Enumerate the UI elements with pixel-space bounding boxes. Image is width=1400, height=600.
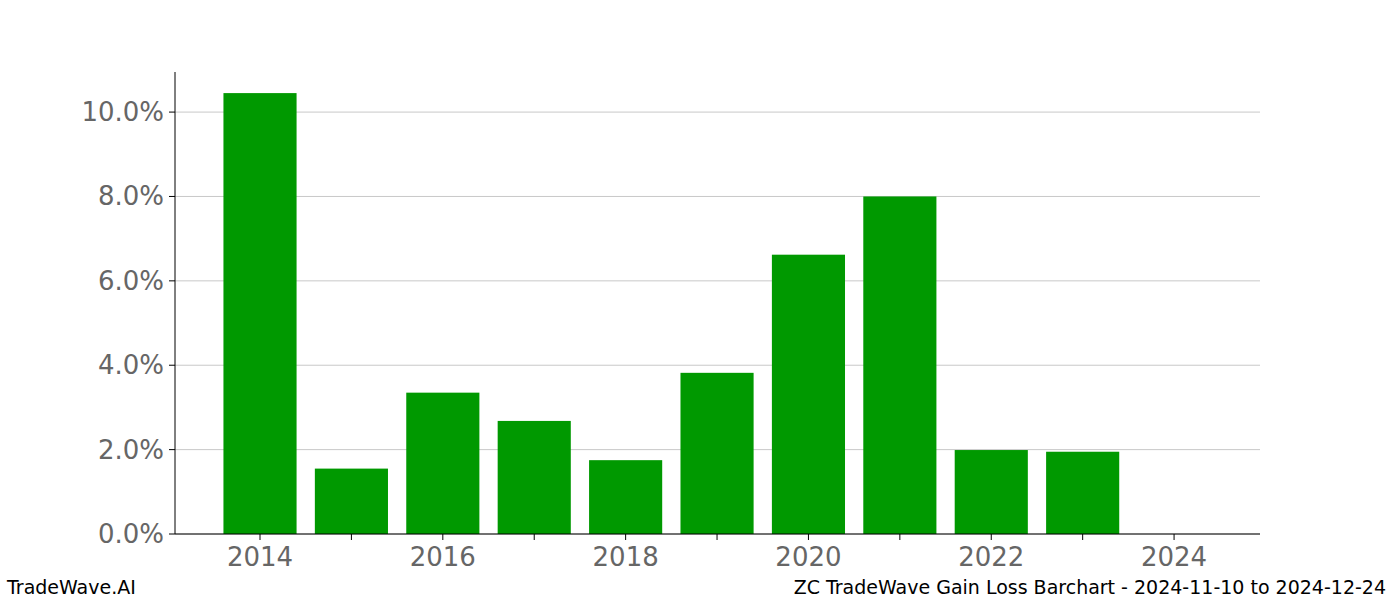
grid — [175, 112, 1260, 534]
x-tick — [899, 534, 900, 540]
y-tick — [169, 534, 175, 535]
grid-line — [175, 196, 1260, 197]
y-axis — [175, 72, 176, 534]
x-tick — [625, 534, 626, 540]
bar — [406, 393, 479, 534]
x-tick-label: 2022 — [958, 542, 1024, 572]
y-tick — [169, 196, 175, 197]
y-tick-label: 8.0% — [98, 181, 164, 211]
chart: 0.0% 2.0% 4.0% 6.0% 8.0% 10.0% 2014 2016 2018 202… — [0, 0, 1400, 600]
y-tick-label: 0.0% — [98, 519, 164, 549]
bar — [498, 421, 571, 534]
grid-line — [175, 534, 1260, 535]
bar — [680, 373, 753, 534]
x-tick — [534, 534, 535, 540]
y-tick-label: 2.0% — [98, 435, 164, 465]
x-tick — [991, 534, 992, 540]
bar — [589, 460, 662, 534]
bar — [315, 469, 388, 534]
x-tick — [442, 534, 443, 540]
x-tick-label: 2024 — [1141, 542, 1207, 572]
title: ZC TradeWave Gain Loss Barchart - 2024-1… — [794, 576, 1386, 598]
bar — [863, 196, 936, 534]
x-tick — [260, 534, 261, 540]
x-tick — [1174, 534, 1175, 540]
y-tick-label: 6.0% — [98, 266, 164, 296]
grid-line — [175, 365, 1260, 366]
x-tick — [808, 534, 809, 540]
x-tick-label: 2018 — [593, 542, 659, 572]
x-tick — [1082, 534, 1083, 540]
y-tick — [169, 449, 175, 450]
x-tick — [717, 534, 718, 540]
bars — [223, 93, 1119, 534]
grid-line — [175, 280, 1260, 281]
y-tick — [169, 280, 175, 281]
bar — [955, 450, 1028, 534]
y-tick-label: 10.0% — [81, 97, 164, 127]
x-tick-label: 2016 — [410, 542, 476, 572]
y-tick — [169, 365, 175, 366]
y-tick — [169, 112, 175, 113]
x-tick-label: 2014 — [227, 542, 293, 572]
grid-line — [175, 112, 1260, 113]
bar — [772, 255, 845, 534]
bar — [1046, 452, 1119, 534]
source: TradeWave.AI — [6, 576, 136, 598]
x-tick — [351, 534, 352, 540]
y-tick-label: 4.0% — [98, 350, 164, 380]
x-tick-label: 2020 — [775, 542, 841, 572]
bar — [223, 93, 296, 534]
x-axis — [175, 534, 1260, 535]
